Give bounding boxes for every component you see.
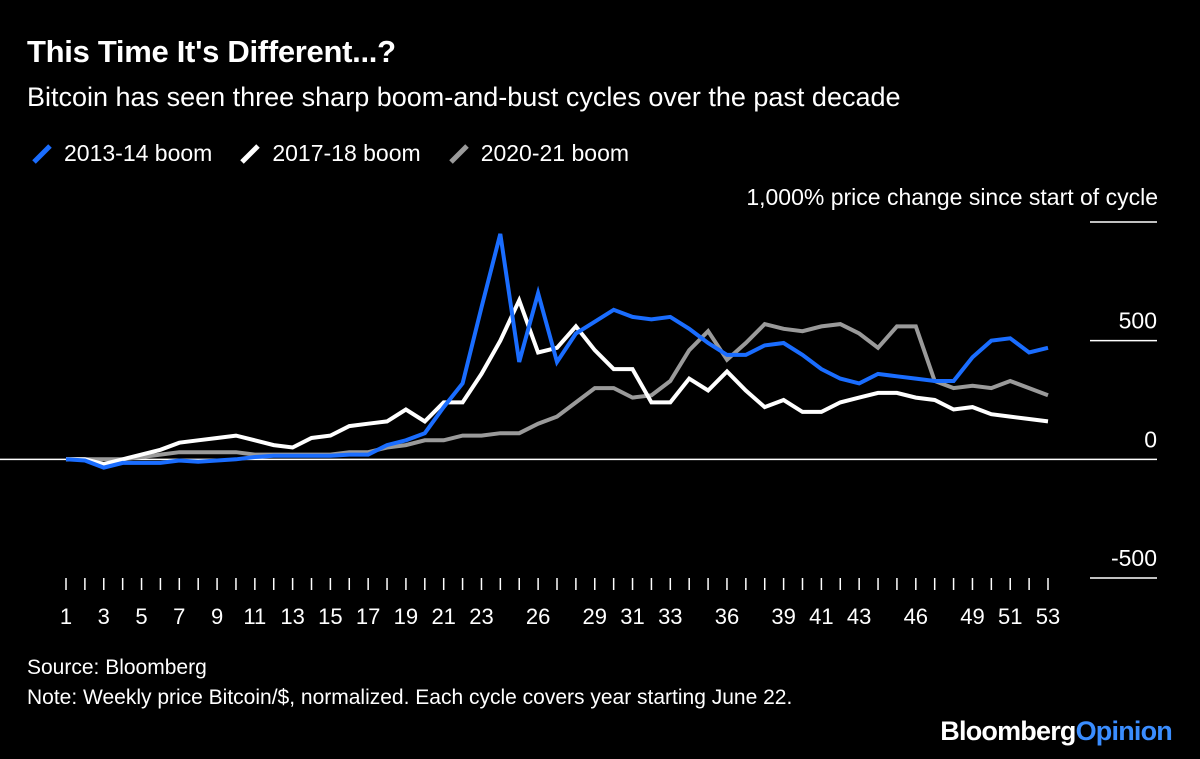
methodology-note: Note: Weekly price Bitcoin/$, normalized… [27, 686, 793, 709]
x-tick-label: 15 [318, 604, 342, 629]
x-tick-label: 39 [771, 604, 795, 629]
legend: 2013-14 boom 2017-18 boom 2020-21 boom [30, 140, 655, 167]
legend-label-2017-18: 2017-18 boom [272, 140, 421, 166]
y-tick-label: 0 [1144, 426, 1157, 452]
x-tick-label: 31 [620, 604, 644, 629]
x-tick-label: 51 [998, 604, 1022, 629]
legend-label-2020-21: 2020-21 boom [480, 140, 630, 166]
legend-swatch-2020-21 [448, 143, 469, 164]
x-tick-label: 13 [280, 604, 304, 629]
series-line-2020-21-boom [66, 321, 1049, 462]
legend-label-2013-14: 2013-14 boom [64, 140, 213, 166]
legend-swatch-2013-14 [32, 143, 52, 164]
bloomberg-opinion-logo: BloombergOpinion [940, 716, 1173, 747]
series-line-2013-14-boom [65, 233, 1049, 470]
brand-accent: Opinion [1075, 716, 1173, 746]
legend-swatch-2017-18 [240, 143, 261, 164]
x-tick-label: 1 [60, 604, 72, 629]
chart-title: This Time It's Different...? [27, 34, 396, 69]
x-tick-label: 49 [960, 604, 984, 629]
legend-item-2020-21: 2020-21 boom [447, 140, 629, 167]
x-tick-label: 23 [469, 604, 493, 629]
chart-subtitle: Bitcoin has seen three sharp boom-and-bu… [27, 82, 901, 112]
x-tick-label: 36 [715, 604, 739, 629]
x-tick-label: 17 [356, 604, 380, 629]
x-tick-label: 7 [173, 604, 185, 629]
x-tick-label: 21 [431, 604, 455, 629]
x-tick-label: 43 [847, 604, 871, 629]
series-line-2017-18-boom [66, 295, 1049, 467]
x-tick-label: 5 [135, 604, 147, 629]
legend-item-2017-18: 2017-18 boom [238, 140, 421, 167]
x-tick-label: 26 [526, 604, 550, 629]
x-tick-label: 41 [809, 604, 833, 629]
y-axis-label: 1,000% price change since start of cycle [746, 184, 1158, 210]
x-tick-label: 53 [1036, 604, 1060, 629]
brand-main: Bloomberg [940, 716, 1076, 746]
x-tick-label: 33 [658, 604, 682, 629]
x-tick-label: 46 [904, 604, 928, 629]
x-tick-label: 29 [583, 604, 607, 629]
y-tick-label: 500 [1119, 308, 1157, 334]
x-tick-label: 19 [394, 604, 418, 629]
source-note: Source: Bloomberg [27, 656, 207, 679]
x-tick-label: 11 [243, 604, 266, 629]
legend-item-2013-14: 2013-14 boom [30, 140, 212, 167]
x-tick-label: 9 [211, 604, 223, 629]
y-tick-label: -500 [1111, 545, 1157, 571]
x-tick-label: 3 [98, 604, 110, 629]
